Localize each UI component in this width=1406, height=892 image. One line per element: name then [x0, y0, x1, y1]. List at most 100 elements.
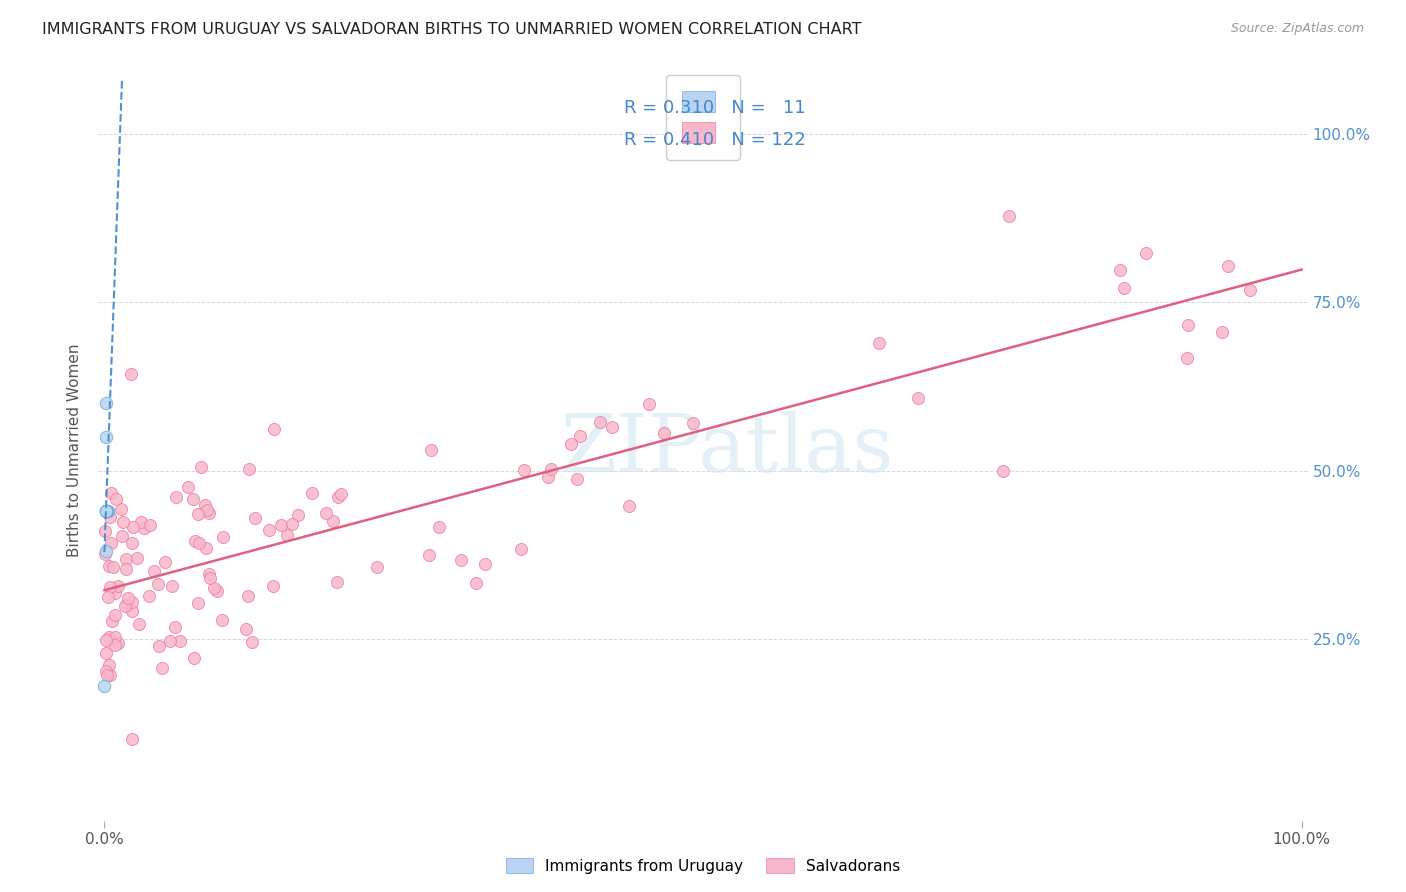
Point — [177, 480, 200, 494]
Point — [1177, 318, 1199, 333]
Point — [187, 536, 209, 550]
Text: Source: ZipAtlas.com: Source: ZipAtlas.com — [1230, 22, 1364, 36]
Point — [183, 492, 205, 507]
Point — [107, 579, 129, 593]
Point — [509, 541, 531, 556]
Point — [165, 620, 187, 634]
Point — [120, 367, 142, 381]
Point — [195, 503, 218, 517]
Point — [322, 514, 344, 528]
Point — [262, 578, 284, 592]
Point — [257, 523, 280, 537]
Point — [138, 589, 160, 603]
Point — [100, 668, 122, 682]
Point — [115, 562, 138, 576]
Point — [94, 504, 117, 518]
Point — [96, 504, 118, 518]
Point — [125, 550, 148, 565]
Point — [142, 565, 165, 579]
Y-axis label: Births to Unmarried Women: Births to Unmarried Women — [67, 343, 83, 558]
Point — [330, 486, 353, 500]
Point — [94, 504, 117, 518]
Point — [94, 524, 117, 538]
Point — [211, 613, 233, 627]
Point — [637, 397, 659, 411]
Point — [121, 604, 143, 618]
Point — [169, 633, 191, 648]
Point — [211, 530, 233, 544]
Point — [187, 507, 209, 521]
Point — [450, 553, 472, 567]
Point — [121, 731, 143, 746]
Point — [110, 502, 132, 516]
Point — [235, 622, 257, 636]
Point — [569, 429, 592, 443]
Point — [474, 558, 496, 572]
Point — [1239, 284, 1261, 298]
Point — [97, 504, 120, 518]
Point — [93, 679, 115, 693]
Point — [464, 575, 486, 590]
Point — [107, 635, 129, 649]
Point — [513, 462, 536, 476]
Point — [868, 336, 890, 351]
Point — [287, 508, 309, 522]
Point — [96, 664, 118, 678]
Point — [1112, 281, 1135, 295]
Point — [96, 668, 118, 682]
Point — [205, 583, 228, 598]
Point — [121, 536, 143, 550]
Point — [129, 515, 152, 529]
Point — [202, 581, 225, 595]
Point — [115, 552, 138, 566]
Point — [1109, 263, 1132, 277]
Point — [104, 638, 127, 652]
Point — [183, 651, 205, 665]
Point — [276, 527, 298, 541]
Point — [993, 464, 1015, 478]
Point — [97, 590, 120, 604]
Point — [139, 518, 162, 533]
Point — [111, 515, 134, 529]
Point — [190, 459, 212, 474]
Point — [128, 617, 150, 632]
Point — [96, 646, 118, 660]
Point — [94, 430, 117, 444]
Point — [160, 579, 183, 593]
Point — [100, 485, 122, 500]
Point — [94, 548, 117, 562]
Text: ZIPatlas: ZIPatlas — [561, 411, 894, 490]
Point — [94, 504, 117, 518]
Point — [132, 521, 155, 535]
Point — [1218, 259, 1240, 273]
Text: IMMIGRANTS FROM URUGUAY VS SALVADORAN BIRTHS TO UNMARRIED WOMEN CORRELATION CHAR: IMMIGRANTS FROM URUGUAY VS SALVADORAN BI… — [42, 22, 862, 37]
Point — [94, 504, 117, 518]
Point — [366, 560, 388, 574]
Point — [238, 462, 260, 476]
Point — [236, 590, 259, 604]
Point — [187, 596, 209, 610]
Point — [194, 498, 217, 512]
Legend: Immigrants from Uruguay, Salvadorans: Immigrants from Uruguay, Salvadorans — [499, 852, 907, 880]
Point — [198, 571, 221, 585]
Point — [1135, 245, 1157, 260]
Point — [98, 580, 121, 594]
Point — [159, 633, 181, 648]
Point — [263, 422, 285, 436]
Point — [114, 599, 136, 613]
Legend: , : , — [666, 75, 740, 160]
Point — [567, 472, 589, 486]
Point — [98, 630, 121, 644]
Point — [100, 535, 122, 549]
Point — [94, 504, 117, 518]
Point — [146, 577, 169, 591]
Point — [301, 485, 323, 500]
Point — [1211, 325, 1233, 339]
Point — [243, 511, 266, 525]
Point — [148, 639, 170, 653]
Point — [619, 499, 641, 513]
Point — [652, 425, 675, 440]
Point — [117, 591, 139, 605]
Point — [270, 518, 292, 533]
Point — [150, 661, 173, 675]
